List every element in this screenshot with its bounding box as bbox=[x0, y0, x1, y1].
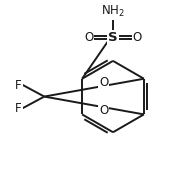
Text: O: O bbox=[84, 31, 93, 44]
Text: F: F bbox=[15, 102, 22, 114]
Text: NH$_2$: NH$_2$ bbox=[101, 4, 125, 19]
Text: O: O bbox=[99, 104, 108, 117]
Text: S: S bbox=[108, 31, 118, 44]
Text: F: F bbox=[15, 79, 22, 92]
Text: O: O bbox=[99, 76, 108, 89]
Text: O: O bbox=[133, 31, 142, 44]
